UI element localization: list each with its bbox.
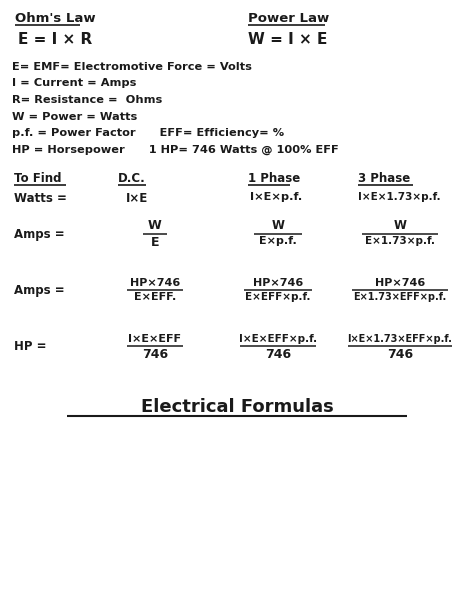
Text: Amps =: Amps = xyxy=(14,228,64,241)
Text: Electrical Formulas: Electrical Formulas xyxy=(141,398,333,416)
Text: W = Power = Watts: W = Power = Watts xyxy=(12,112,137,121)
Text: E: E xyxy=(151,236,159,249)
Text: HP×746: HP×746 xyxy=(253,278,303,288)
Text: Amps =: Amps = xyxy=(14,284,64,297)
Text: To Find: To Find xyxy=(14,172,62,185)
Text: E×p.f.: E×p.f. xyxy=(259,236,297,246)
Text: I×E×p.f.: I×E×p.f. xyxy=(250,192,302,202)
Text: E = I × R: E = I × R xyxy=(18,32,92,47)
Text: 746: 746 xyxy=(142,348,168,361)
Text: E×EFF×p.f.: E×EFF×p.f. xyxy=(245,292,311,302)
Text: HP =: HP = xyxy=(14,340,46,353)
Text: I×E×1.73×EFF×p.f.: I×E×1.73×EFF×p.f. xyxy=(347,334,453,344)
Text: W: W xyxy=(393,219,407,232)
Text: p.f. = Power Factor      EFF= Efficiency= %: p.f. = Power Factor EFF= Efficiency= % xyxy=(12,128,284,138)
Text: E×1.73×EFF×p.f.: E×1.73×EFF×p.f. xyxy=(354,292,447,302)
Text: Ohm's Law: Ohm's Law xyxy=(15,12,96,25)
Text: Watts =: Watts = xyxy=(14,192,67,205)
Text: W = I × E: W = I × E xyxy=(248,32,328,47)
Text: E×1.73×p.f.: E×1.73×p.f. xyxy=(365,236,435,246)
Text: W: W xyxy=(272,219,284,232)
Text: HP×746: HP×746 xyxy=(375,278,425,288)
Text: R= Resistance =  Ohms: R= Resistance = Ohms xyxy=(12,95,162,105)
Text: E×EFF.: E×EFF. xyxy=(134,292,176,302)
Text: 1 Phase: 1 Phase xyxy=(248,172,300,185)
Text: D.C.: D.C. xyxy=(118,172,146,185)
Text: I = Current = Amps: I = Current = Amps xyxy=(12,78,137,89)
Text: 746: 746 xyxy=(387,348,413,361)
Text: I×E×1.73×p.f.: I×E×1.73×p.f. xyxy=(358,192,441,202)
Text: 746: 746 xyxy=(265,348,291,361)
Text: 3 Phase: 3 Phase xyxy=(358,172,410,185)
Text: HP×746: HP×746 xyxy=(130,278,180,288)
Text: Power Law: Power Law xyxy=(248,12,329,25)
Text: I×E×EFF: I×E×EFF xyxy=(128,334,182,344)
Text: E= EMF= Electromotive Force = Volts: E= EMF= Electromotive Force = Volts xyxy=(12,62,252,72)
Text: W: W xyxy=(148,219,162,232)
Text: HP = Horsepower      1 HP= 746 Watts @ 100% EFF: HP = Horsepower 1 HP= 746 Watts @ 100% E… xyxy=(12,145,339,155)
Text: I×E×EFF×p.f.: I×E×EFF×p.f. xyxy=(239,334,317,344)
Text: I×E: I×E xyxy=(126,192,148,205)
